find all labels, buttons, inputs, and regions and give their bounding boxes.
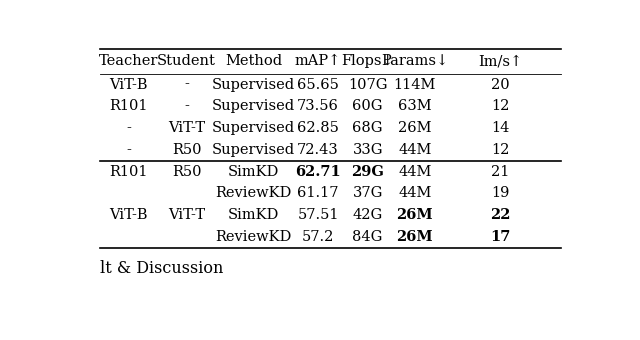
Text: 68G: 68G [353,121,383,135]
Text: 42G: 42G [353,208,383,222]
Text: R101: R101 [109,165,148,178]
Text: ViT-T: ViT-T [168,208,205,222]
Text: SimKD: SimKD [228,208,279,222]
Text: 26M: 26M [397,230,433,244]
Text: Supervised: Supervised [212,121,295,135]
Text: ViT-B: ViT-B [109,78,148,91]
Text: 12: 12 [491,143,509,157]
Text: 65.65: 65.65 [297,78,339,91]
Text: -: - [126,121,131,135]
Text: 37G: 37G [353,186,383,200]
Text: -: - [184,78,189,91]
Text: 17: 17 [490,230,511,244]
Text: Student: Student [157,54,216,68]
Text: 57.51: 57.51 [298,208,339,222]
Text: ReviewKD: ReviewKD [216,186,292,200]
Text: Method: Method [225,54,282,68]
Text: ReviewKD: ReviewKD [216,230,292,244]
Text: R50: R50 [172,143,202,157]
Text: 107G: 107G [348,78,387,91]
Text: Teacher: Teacher [99,54,158,68]
Text: -: - [126,143,131,157]
Text: ViT-T: ViT-T [168,121,205,135]
Text: Supervised: Supervised [212,143,295,157]
Text: 22: 22 [490,208,511,222]
Text: mAP↑: mAP↑ [295,54,341,68]
Text: 84G: 84G [353,230,383,244]
Text: 57.2: 57.2 [302,230,334,244]
Text: 73.56: 73.56 [297,99,339,113]
Text: 61.17: 61.17 [298,186,339,200]
Text: 26M: 26M [398,121,431,135]
Text: 72.43: 72.43 [297,143,339,157]
Text: 19: 19 [491,186,509,200]
Text: Supervised: Supervised [212,99,295,113]
Text: 60G: 60G [353,99,383,113]
Text: 62.71: 62.71 [295,165,341,178]
Text: Flops↓: Flops↓ [341,54,394,68]
Text: 20: 20 [491,78,509,91]
Text: 12: 12 [491,99,509,113]
Text: Params↓: Params↓ [381,54,449,68]
Text: -: - [184,99,189,113]
Text: 14: 14 [491,121,509,135]
Text: 114M: 114M [394,78,436,91]
Text: 29G: 29G [351,165,384,178]
Text: 44M: 44M [398,186,431,200]
Text: Im/s↑: Im/s↑ [478,54,522,68]
Text: 33G: 33G [353,143,383,157]
Text: ViT-B: ViT-B [109,208,148,222]
Text: 26M: 26M [397,208,433,222]
Text: R50: R50 [172,165,202,178]
Text: Supervised: Supervised [212,78,295,91]
Text: lt & Discussion: lt & Discussion [100,260,223,277]
Text: R101: R101 [109,99,148,113]
Text: 44M: 44M [398,165,431,178]
Text: 21: 21 [491,165,509,178]
Text: SimKD: SimKD [228,165,279,178]
Text: 44M: 44M [398,143,431,157]
Text: 63M: 63M [398,99,431,113]
Text: 62.85: 62.85 [297,121,339,135]
